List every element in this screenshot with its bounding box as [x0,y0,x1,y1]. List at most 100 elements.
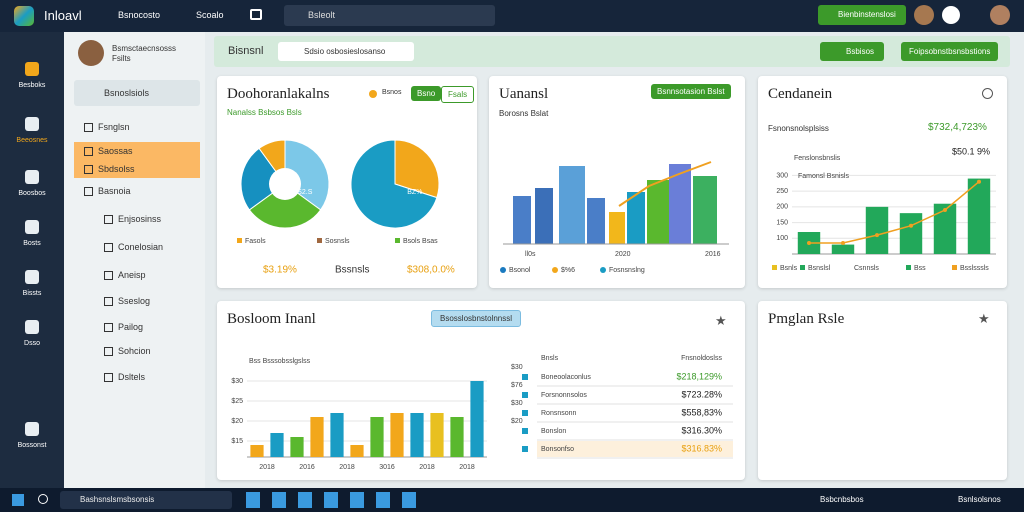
pie-label: BZ% [407,189,422,196]
legend-swatch [772,265,777,270]
rail-label[interactable]: Bissts [22,290,42,297]
sidebar-item[interactable]: Conelosian [118,242,164,252]
y-tick-label: 200 [776,204,788,211]
row-label: Bonslon [541,428,566,435]
nav-item[interactable]: Scoalo [196,10,224,20]
pie-hole [269,168,301,200]
y-tick-label: $20 [231,418,243,425]
y-tick-label: 100 [776,235,788,242]
taskbar-search[interactable]: Bashsnslsmsbsonsis [60,491,232,509]
sidebar-item[interactable]: Enjsosinss [118,214,162,224]
bar [933,203,957,254]
bar [390,413,404,457]
x-tick-label: 2018 [259,464,275,471]
x-tick-label: 2016 [299,464,315,471]
sidebar-item[interactable]: Dsltels [118,372,146,382]
nav-item[interactable]: Bsnocosto [118,10,161,20]
legend-label: Bsslsssls [960,265,989,272]
search-icon[interactable] [982,88,993,99]
sidebar-icon [84,165,93,174]
row-value: $316.30% [681,425,722,435]
toggle[interactable]: Fsals [441,86,475,103]
star-icon[interactable]: ★ [715,313,727,328]
x-label: 2020 [615,251,631,258]
sidebar-search[interactable]: Bsnoslsiols [74,80,200,106]
star-icon[interactable]: ★ [978,311,990,326]
rail-label[interactable]: Beeosnes [16,137,48,144]
bar [967,178,991,254]
avatar[interactable] [914,5,934,25]
dropdown[interactable]: Bsnnsotasion Bslst [651,84,731,99]
row-value: $723.28% [681,389,722,399]
action-button[interactable]: Bienbinstenslosi [818,5,906,25]
sidebar-item[interactable]: Sohcion [118,346,151,356]
bar [831,244,855,254]
rail-icon[interactable] [25,270,39,284]
legend-label: Bsnls [780,265,798,272]
rail-label[interactable]: Besboks [18,82,46,89]
search-box[interactable]: Bsleolt [284,5,495,26]
sidebar-icon [84,123,93,132]
bar [330,413,344,457]
legend-label: $%6 [561,267,575,274]
header-button[interactable]: Foipsobnstbsnsbstions [901,42,999,61]
sidebar-item[interactable]: Pailog [118,322,144,332]
nav-icon[interactable] [250,9,262,20]
rail-label[interactable]: Bosts [23,240,41,247]
rail-icon[interactable] [25,62,39,76]
pill[interactable]: Bsosslosbnstolnnssl [431,310,522,327]
line-point [943,208,947,212]
taskbar-search-text: Bashsnslsmsbsonsis [80,495,155,504]
sidebar-item[interactable]: Basnoia [98,186,131,196]
tray-text: Bsnlsolsnos [958,495,1001,504]
bar [310,417,324,457]
rail-icon[interactable] [25,220,39,234]
avatar[interactable] [990,5,1010,25]
sidebar-item[interactable]: Sseslog [118,296,151,306]
building [627,192,645,244]
rail-icon[interactable] [25,320,39,334]
sidebar-item[interactable]: Saossas [98,146,133,156]
notification[interactable] [942,6,960,24]
sidebar-icon [104,347,113,356]
sidebar-item[interactable]: Aneisp [118,270,146,280]
sidebar-icon [104,215,113,224]
building [647,180,669,244]
table-header: Bnsls [541,355,559,362]
header-title: Bisnsnl [228,45,264,57]
taskbar-apps[interactable] [246,492,416,508]
legend-label: Bss [914,265,926,272]
start-button[interactable] [12,494,24,506]
legend-label: Fasols [245,238,266,245]
search-icon[interactable] [38,494,48,504]
rail-label[interactable]: Boosbos [18,190,46,197]
legend-swatch [906,265,911,270]
card-title: Pmglan Rsle [768,311,845,327]
rail-label[interactable]: Bossonst [17,442,47,449]
sidebar-item[interactable]: Sbdsolss [98,164,135,174]
rail-icon[interactable] [25,422,39,436]
table-tick: $30 [511,400,523,407]
header-button[interactable]: Bsbisos [820,42,885,61]
building [587,198,605,244]
rail-icon[interactable] [25,117,39,131]
trend-line [618,161,712,207]
header-bar: Bisnsnl Sdsio osbosieslosanso Bsbisos Fo… [214,36,1010,67]
profile-sub: Fsilts [112,54,131,63]
row-label: Fsnonsnolsplsiss [768,124,829,133]
card: Doohoranlakalns Bsnos Bsno Fsals Nanalss… [217,76,477,288]
filter[interactable]: Sdsio osbosieslosanso [278,42,414,61]
value-label: $50.1 9% [952,146,990,156]
rail-icon[interactable] [25,170,39,184]
table-tick: $30 [511,364,523,371]
row-value: $218,129% [676,371,722,381]
toggle[interactable]: Bsno [411,86,442,101]
sidebar-item[interactable]: Fsnglsn [98,122,130,132]
chart: 100 150 200 250 300 Fenslonsbnslis Famonsl Bsn… [772,146,996,272]
card: Cendanein Fsnonsnolsplsiss $732,4,723% 1… [758,76,1007,288]
building [609,212,625,244]
rail-label[interactable]: Dsso [24,340,40,347]
x-tick-label: 3016 [379,464,395,471]
legend-label: Bsols Bsas [403,238,438,245]
bar [450,417,464,457]
